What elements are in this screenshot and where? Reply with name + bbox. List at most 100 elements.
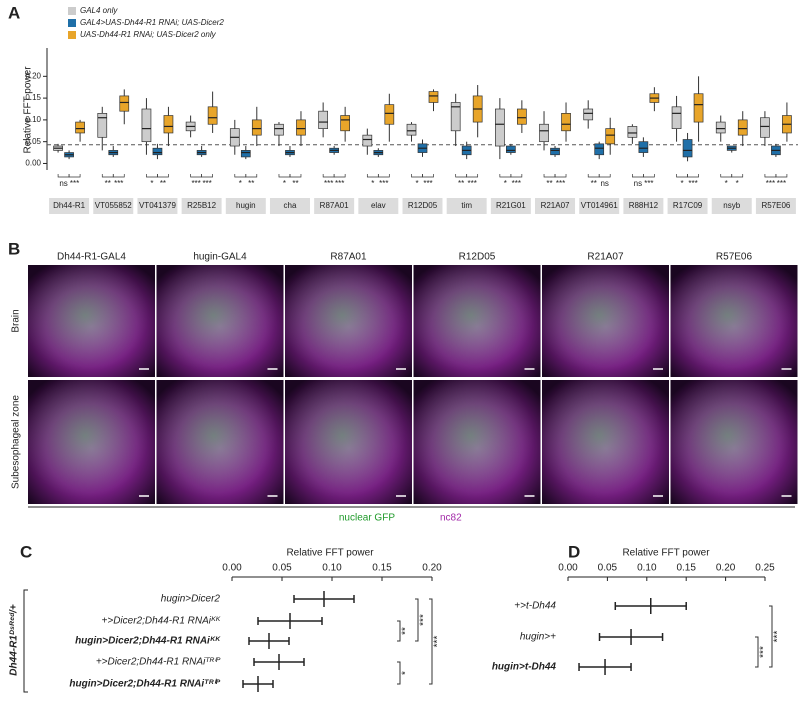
x-tick-label: 0.15	[676, 563, 696, 574]
group-label: Dh44-R1ᴰˢᴿᵉᵈ/+	[9, 604, 20, 676]
significance-bracket	[322, 174, 335, 178]
significance-bracket	[278, 174, 291, 178]
significance-label: ***	[191, 179, 200, 188]
x-tick-label: elav	[371, 201, 386, 210]
significance-bracket	[415, 598, 419, 642]
significance-label: **	[292, 179, 298, 188]
significance-bracket	[68, 174, 81, 178]
x-tick-label: nsyb	[723, 201, 740, 210]
x-tick-label: 0.00	[558, 563, 578, 574]
category-label: hugin>Dicer2	[161, 594, 221, 605]
gfp-signal	[28, 265, 155, 377]
category-box	[314, 198, 355, 214]
box	[141, 108, 152, 143]
legend-label: GAL4>UAS-Dh44-R1 RNAi; UAS-Dicer2	[80, 18, 224, 27]
y-tick-label: 0.10	[25, 115, 41, 124]
significance-bracket	[632, 174, 644, 178]
x-tick-label: VT014961	[581, 201, 618, 210]
significance-bracket	[101, 174, 114, 178]
box	[737, 119, 748, 136]
category-label: +>Dicer2;Dh44-R1 RNAiᴷᴷ	[102, 616, 222, 627]
category-box	[358, 198, 399, 214]
box	[605, 128, 616, 145]
category-box	[490, 198, 531, 214]
significance-bracket	[57, 174, 70, 178]
column-title: R87A01	[330, 252, 367, 263]
legend-label: UAS-Dh44-R1 RNAi; UAS-Dicer2 only	[80, 30, 217, 39]
box	[406, 123, 417, 136]
significance-label: ***	[556, 179, 565, 188]
significance-bracket	[554, 174, 567, 178]
significance-label: *	[150, 179, 153, 188]
column-title: R57E06	[716, 252, 753, 263]
gfp-signal	[413, 265, 541, 377]
box	[97, 113, 108, 138]
significance-label: *	[283, 179, 286, 188]
x-tick-label: tim	[461, 201, 472, 210]
significance-label: ns	[59, 179, 67, 188]
gfp-signal	[285, 380, 412, 504]
box	[715, 121, 726, 134]
significance-label: ***	[433, 636, 444, 648]
significance-bracket	[676, 174, 688, 178]
x-tick-label: R21A07	[541, 201, 570, 210]
x-tick-label: 0.15	[372, 563, 392, 574]
significance-label: **	[401, 627, 412, 635]
significance-label: ***	[423, 179, 432, 188]
significance-label: ***	[202, 179, 211, 188]
category-label: +>Dicer2;Dh44-R1 RNAiᵀᴿⁱᴾ	[96, 657, 221, 668]
significance-bracket	[755, 636, 759, 668]
gfp-signal	[670, 380, 798, 504]
significance-label: *	[415, 179, 418, 188]
box	[251, 119, 262, 136]
gfp-signal	[28, 380, 155, 504]
significance-label: **	[248, 179, 254, 188]
x-tick-label: R25B12	[187, 201, 216, 210]
gfp-signal	[542, 380, 669, 504]
box	[539, 123, 549, 143]
significance-bracket	[157, 174, 169, 178]
significance-label: ***	[70, 179, 79, 188]
box	[561, 113, 571, 132]
significance-label: **	[160, 179, 166, 188]
box	[506, 145, 516, 153]
significance-bracket	[598, 174, 611, 178]
significance-bracket	[366, 174, 379, 178]
box	[384, 104, 395, 125]
category-box	[225, 198, 266, 214]
x-tick-label: R57E06	[761, 201, 790, 210]
significance-bracket	[775, 174, 788, 178]
significance-bracket	[510, 174, 523, 178]
category-box	[579, 198, 620, 214]
significance-bracket	[289, 174, 302, 178]
box	[296, 119, 306, 136]
significance-label: ***	[114, 179, 123, 188]
category-label: hugin>Dicer2;Dh44-R1 RNAiᴷᴷ	[75, 636, 221, 647]
significance-label: ***	[335, 179, 344, 188]
y-tick-label: 0.15	[25, 93, 41, 102]
legend-label: nuclear GFP	[339, 513, 395, 524]
gfp-signal	[542, 265, 669, 377]
category-box	[137, 198, 178, 214]
gfp-signal	[285, 265, 412, 377]
legend-swatch	[68, 7, 76, 15]
significance-bracket	[333, 174, 346, 178]
x-tick-label: 0.10	[637, 563, 657, 574]
x-tick-label: 0.10	[322, 563, 342, 574]
category-box	[535, 198, 576, 214]
category-box	[93, 198, 134, 214]
panel-letter: A	[8, 3, 20, 22]
significance-bracket	[687, 174, 699, 178]
box	[274, 123, 284, 136]
category-box	[446, 198, 487, 214]
x-tick-label: R87A01	[320, 201, 349, 210]
box	[450, 102, 461, 132]
box	[627, 126, 638, 138]
significance-bracket	[499, 174, 512, 178]
gfp-signal	[156, 380, 284, 504]
box	[682, 139, 693, 158]
box	[340, 115, 350, 132]
significance-bracket	[543, 174, 556, 178]
significance-bracket	[201, 174, 213, 178]
x-tick-label: 0.20	[422, 563, 442, 574]
